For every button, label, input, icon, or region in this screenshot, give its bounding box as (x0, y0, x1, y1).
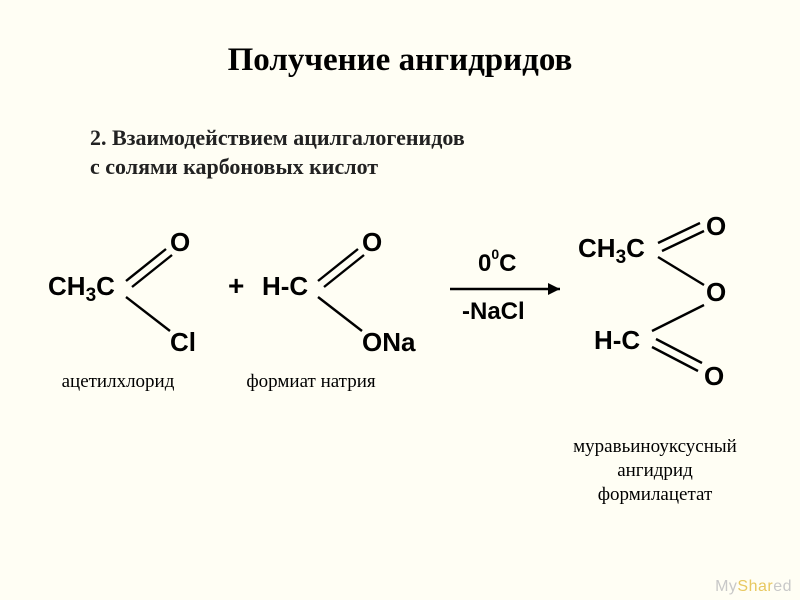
prod-hc: H-C (594, 325, 640, 355)
watermark-shar: Shar (737, 578, 773, 595)
watermark: MyShared (715, 578, 792, 596)
label-sodiumformate: формиат натрия (226, 370, 396, 394)
label-product-l1: муравьиноуксусный (573, 436, 737, 457)
prod-ch3c: CH3C (578, 233, 645, 268)
plus-sign: + (228, 270, 244, 301)
watermark-my: My (715, 578, 737, 595)
label-acetylchloride: ацетилхлорид (38, 370, 198, 394)
subtitle: 2. Взаимодействием ацилгалогенидов с сол… (90, 124, 465, 181)
r1-ch3: CH3C (48, 271, 115, 306)
reaction-equation: CH3C O Cl + H-C O ONa 00C -NaC (48, 215, 768, 395)
arrow-top: 00C (478, 246, 517, 277)
r1-Cl: Cl (170, 327, 196, 357)
page-title: Получение ангидридов (0, 42, 800, 79)
r2-O: O (362, 227, 382, 257)
r2-ONa: ONa (362, 327, 416, 357)
arrow-bottom: -NaCl (462, 298, 525, 325)
r2-hc: H-C (262, 271, 308, 301)
subtitle-line2: с солями карбоновых кислот (90, 154, 378, 179)
label-product-l2: ангидрид (617, 460, 693, 481)
r1-O: O (170, 227, 190, 257)
label-product: муравьиноуксусный ангидрид формилацетат (540, 435, 770, 506)
label-product-l3: формилацетат (598, 484, 713, 505)
subtitle-line1: 2. Взаимодействием ацилгалогенидов (90, 125, 465, 150)
prod-bottom-O: O (704, 361, 724, 390)
reaction-svg: CH3C O Cl + H-C O ONa 00C -NaC (48, 215, 768, 390)
watermark-ed: ed (773, 578, 792, 595)
reaction-arrow: 00C -NaCl (450, 246, 560, 325)
prod-center-O: O (706, 277, 726, 307)
product: CH3C O O H-C O (578, 215, 726, 390)
prod-top-O: O (706, 215, 726, 241)
